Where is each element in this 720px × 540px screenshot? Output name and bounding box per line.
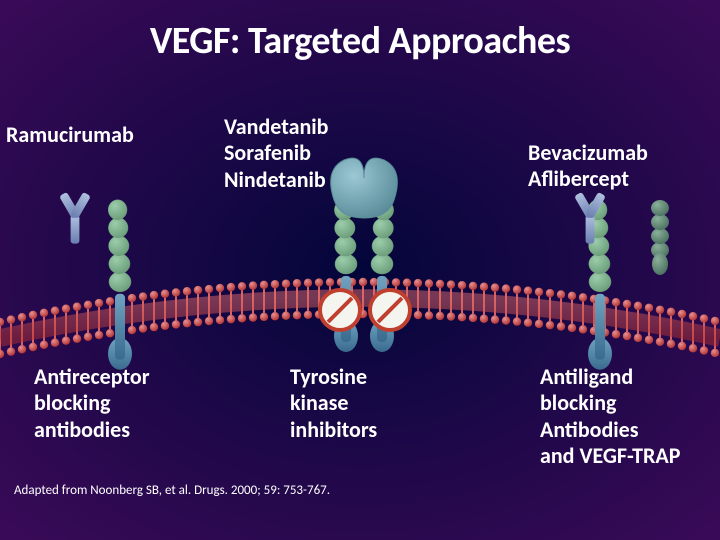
citation-text: Adapted from Noonberg SB, et al. Drugs. … (14, 483, 330, 498)
drug-label-ligand-group: Bevacizumab Aflibercept (528, 140, 648, 193)
drug-label-tki-group: Vandetanib Sorafenib Nindetanib (224, 114, 328, 193)
drug-label-aflibercept: Aflibercept (528, 166, 648, 192)
drug-label-vandetanib: Vandetanib (224, 114, 328, 140)
mechanism-antireceptor: Antireceptor blocking antibodies (34, 364, 150, 443)
drug-label-sorafenib: Sorafenib (224, 140, 328, 166)
drug-label-ramucirumab: Ramucirumab (6, 122, 134, 148)
mechanism-tki: Tyrosine kinase inhibitors (290, 364, 377, 443)
slide-root: VEGF: Targeted Approaches Ramucirumab Va… (0, 0, 720, 540)
drug-label-bevacizumab: Bevacizumab (528, 140, 648, 166)
page-title: VEGF: Targeted Approaches (0, 0, 720, 64)
mechanism-antiligand: Antiligand blocking Antibodies and VEGF-… (540, 364, 680, 470)
drug-label-nindetanib: Nindetanib (224, 167, 328, 193)
